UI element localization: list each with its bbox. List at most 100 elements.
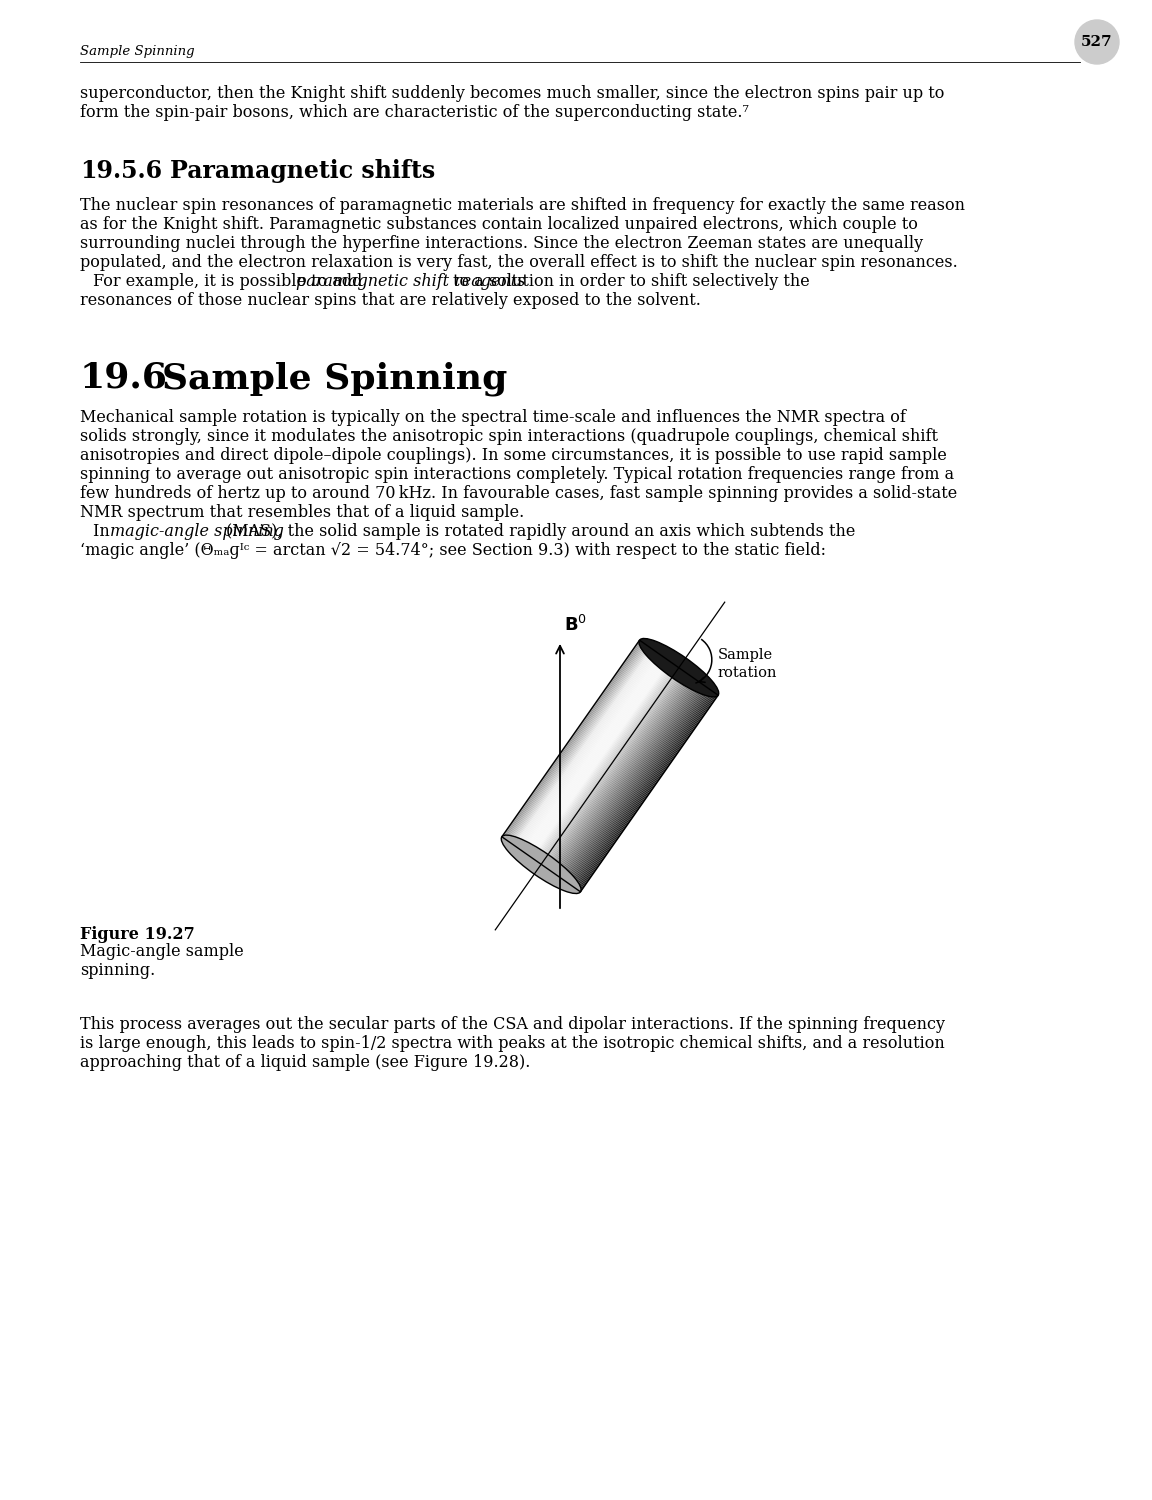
Polygon shape [518, 652, 658, 849]
Polygon shape [554, 676, 692, 873]
Polygon shape [548, 674, 688, 870]
Polygon shape [545, 670, 683, 867]
Polygon shape [525, 656, 664, 853]
Text: paramagnetic shift reagents: paramagnetic shift reagents [296, 273, 525, 290]
Polygon shape [522, 654, 660, 852]
Polygon shape [505, 642, 644, 840]
Polygon shape [544, 669, 682, 867]
Polygon shape [532, 662, 672, 859]
Polygon shape [539, 666, 677, 864]
Text: Figure 19.27: Figure 19.27 [79, 926, 195, 944]
Polygon shape [556, 678, 696, 876]
Polygon shape [521, 654, 659, 850]
Polygon shape [526, 657, 666, 855]
Polygon shape [514, 648, 652, 846]
Polygon shape [516, 650, 654, 847]
Polygon shape [561, 682, 700, 879]
Polygon shape [528, 658, 666, 855]
Polygon shape [578, 694, 718, 891]
Text: This process averages out the secular parts of the CSA and dipolar interactions.: This process averages out the secular pa… [79, 1016, 945, 1034]
Text: Mechanical sample rotation is typically on the spectral time-scale and influence: Mechanical sample rotation is typically … [79, 410, 905, 426]
Text: solids strongly, since it modulates the anisotropic spin interactions (quadrupol: solids strongly, since it modulates the … [79, 427, 938, 445]
Text: NMR spectrum that resembles that of a liquid sample.: NMR spectrum that resembles that of a li… [79, 504, 524, 520]
Text: 19.5.6: 19.5.6 [79, 159, 162, 183]
Polygon shape [576, 692, 714, 889]
Polygon shape [540, 668, 680, 864]
Polygon shape [502, 640, 642, 839]
Polygon shape [567, 686, 705, 883]
Text: 19.6: 19.6 [79, 362, 168, 394]
Polygon shape [573, 690, 711, 886]
Polygon shape [509, 645, 647, 843]
Text: surrounding nuclei through the hyperfine interactions. Since the electron Zeeman: surrounding nuclei through the hyperfine… [79, 236, 923, 252]
Text: Sample Spinning: Sample Spinning [162, 362, 507, 396]
Circle shape [1075, 20, 1119, 64]
Text: to a solution in order to shift selectively the: to a solution in order to shift selectiv… [453, 273, 810, 290]
Text: anisotropies and direct dipole–dipole couplings). In some circumstances, it is p: anisotropies and direct dipole–dipole co… [79, 447, 947, 464]
Polygon shape [562, 682, 702, 880]
Polygon shape [510, 645, 649, 843]
Polygon shape [511, 646, 651, 844]
Text: Magic-angle sample: Magic-angle sample [79, 944, 244, 960]
Polygon shape [513, 648, 651, 844]
Polygon shape [510, 646, 650, 843]
Polygon shape [563, 684, 703, 880]
Polygon shape [564, 684, 703, 882]
Polygon shape [553, 675, 691, 873]
Text: ‘magic angle’ (Θₘₐɡᴵᶜ = arctan √2 = 54.74°; see Section 9.3) with respect to the: ‘magic angle’ (Θₘₐɡᴵᶜ = arctan √2 = 54.7… [79, 542, 826, 560]
Polygon shape [508, 645, 646, 842]
Polygon shape [560, 681, 698, 877]
Polygon shape [525, 657, 665, 853]
Polygon shape [538, 666, 676, 862]
Text: superconductor, then the Knight shift suddenly becomes much smaller, since the e: superconductor, then the Knight shift su… [79, 86, 945, 102]
Text: form the spin-pair bosons, which are characteristic of the superconducting state: form the spin-pair bosons, which are cha… [79, 104, 749, 122]
Polygon shape [537, 664, 675, 862]
Text: Sample: Sample [718, 648, 773, 662]
Polygon shape [535, 663, 674, 861]
Text: as for the Knight shift. Paramagnetic substances contain localized unpaired elec: as for the Knight shift. Paramagnetic su… [79, 216, 918, 232]
Polygon shape [543, 669, 681, 865]
Text: approaching that of a liquid sample (see Figure 19.28).: approaching that of a liquid sample (see… [79, 1054, 530, 1071]
Text: In: In [93, 524, 115, 540]
Polygon shape [579, 694, 718, 892]
Polygon shape [532, 662, 670, 858]
Polygon shape [574, 690, 712, 888]
Polygon shape [541, 668, 681, 865]
Polygon shape [502, 640, 641, 837]
Polygon shape [533, 663, 673, 859]
Ellipse shape [501, 836, 581, 894]
Text: magic-angle spinning: magic-angle spinning [111, 524, 285, 540]
Text: is large enough, this leads to spin-1/2 spectra with peaks at the isotropic chem: is large enough, this leads to spin-1/2 … [79, 1035, 945, 1052]
Polygon shape [576, 693, 715, 889]
Text: $\mathbf{B}^0$: $\mathbf{B}^0$ [564, 615, 588, 634]
Polygon shape [547, 672, 687, 870]
Polygon shape [566, 686, 704, 882]
Polygon shape [552, 675, 690, 873]
Text: Paramagnetic shifts: Paramagnetic shifts [170, 159, 435, 183]
Polygon shape [575, 692, 713, 888]
Polygon shape [550, 674, 688, 871]
Polygon shape [529, 658, 667, 856]
Polygon shape [570, 688, 710, 885]
Text: spinning.: spinning. [79, 962, 156, 980]
Text: populated, and the electron relaxation is very fast, the overall effect is to sh: populated, and the electron relaxation i… [79, 254, 957, 272]
Polygon shape [547, 672, 685, 868]
Polygon shape [506, 644, 644, 840]
Polygon shape [558, 680, 696, 876]
Polygon shape [546, 670, 684, 868]
Polygon shape [520, 652, 659, 850]
Polygon shape [517, 651, 655, 847]
Text: For example, it is possible to add: For example, it is possible to add [93, 273, 367, 290]
Polygon shape [530, 660, 668, 856]
Polygon shape [517, 651, 657, 849]
Polygon shape [569, 687, 708, 885]
Text: (MAS), the solid sample is rotated rapidly around an axis which subtends the: (MAS), the solid sample is rotated rapid… [226, 524, 856, 540]
Polygon shape [551, 675, 689, 871]
Polygon shape [554, 676, 694, 874]
Text: Sample Spinning: Sample Spinning [79, 45, 195, 58]
Text: 527: 527 [1082, 34, 1113, 50]
Polygon shape [568, 686, 706, 883]
Polygon shape [561, 681, 699, 879]
Polygon shape [577, 693, 717, 891]
Text: few hundreds of hertz up to around 70 kHz. In favourable cases, fast sample spin: few hundreds of hertz up to around 70 kH… [79, 484, 957, 502]
